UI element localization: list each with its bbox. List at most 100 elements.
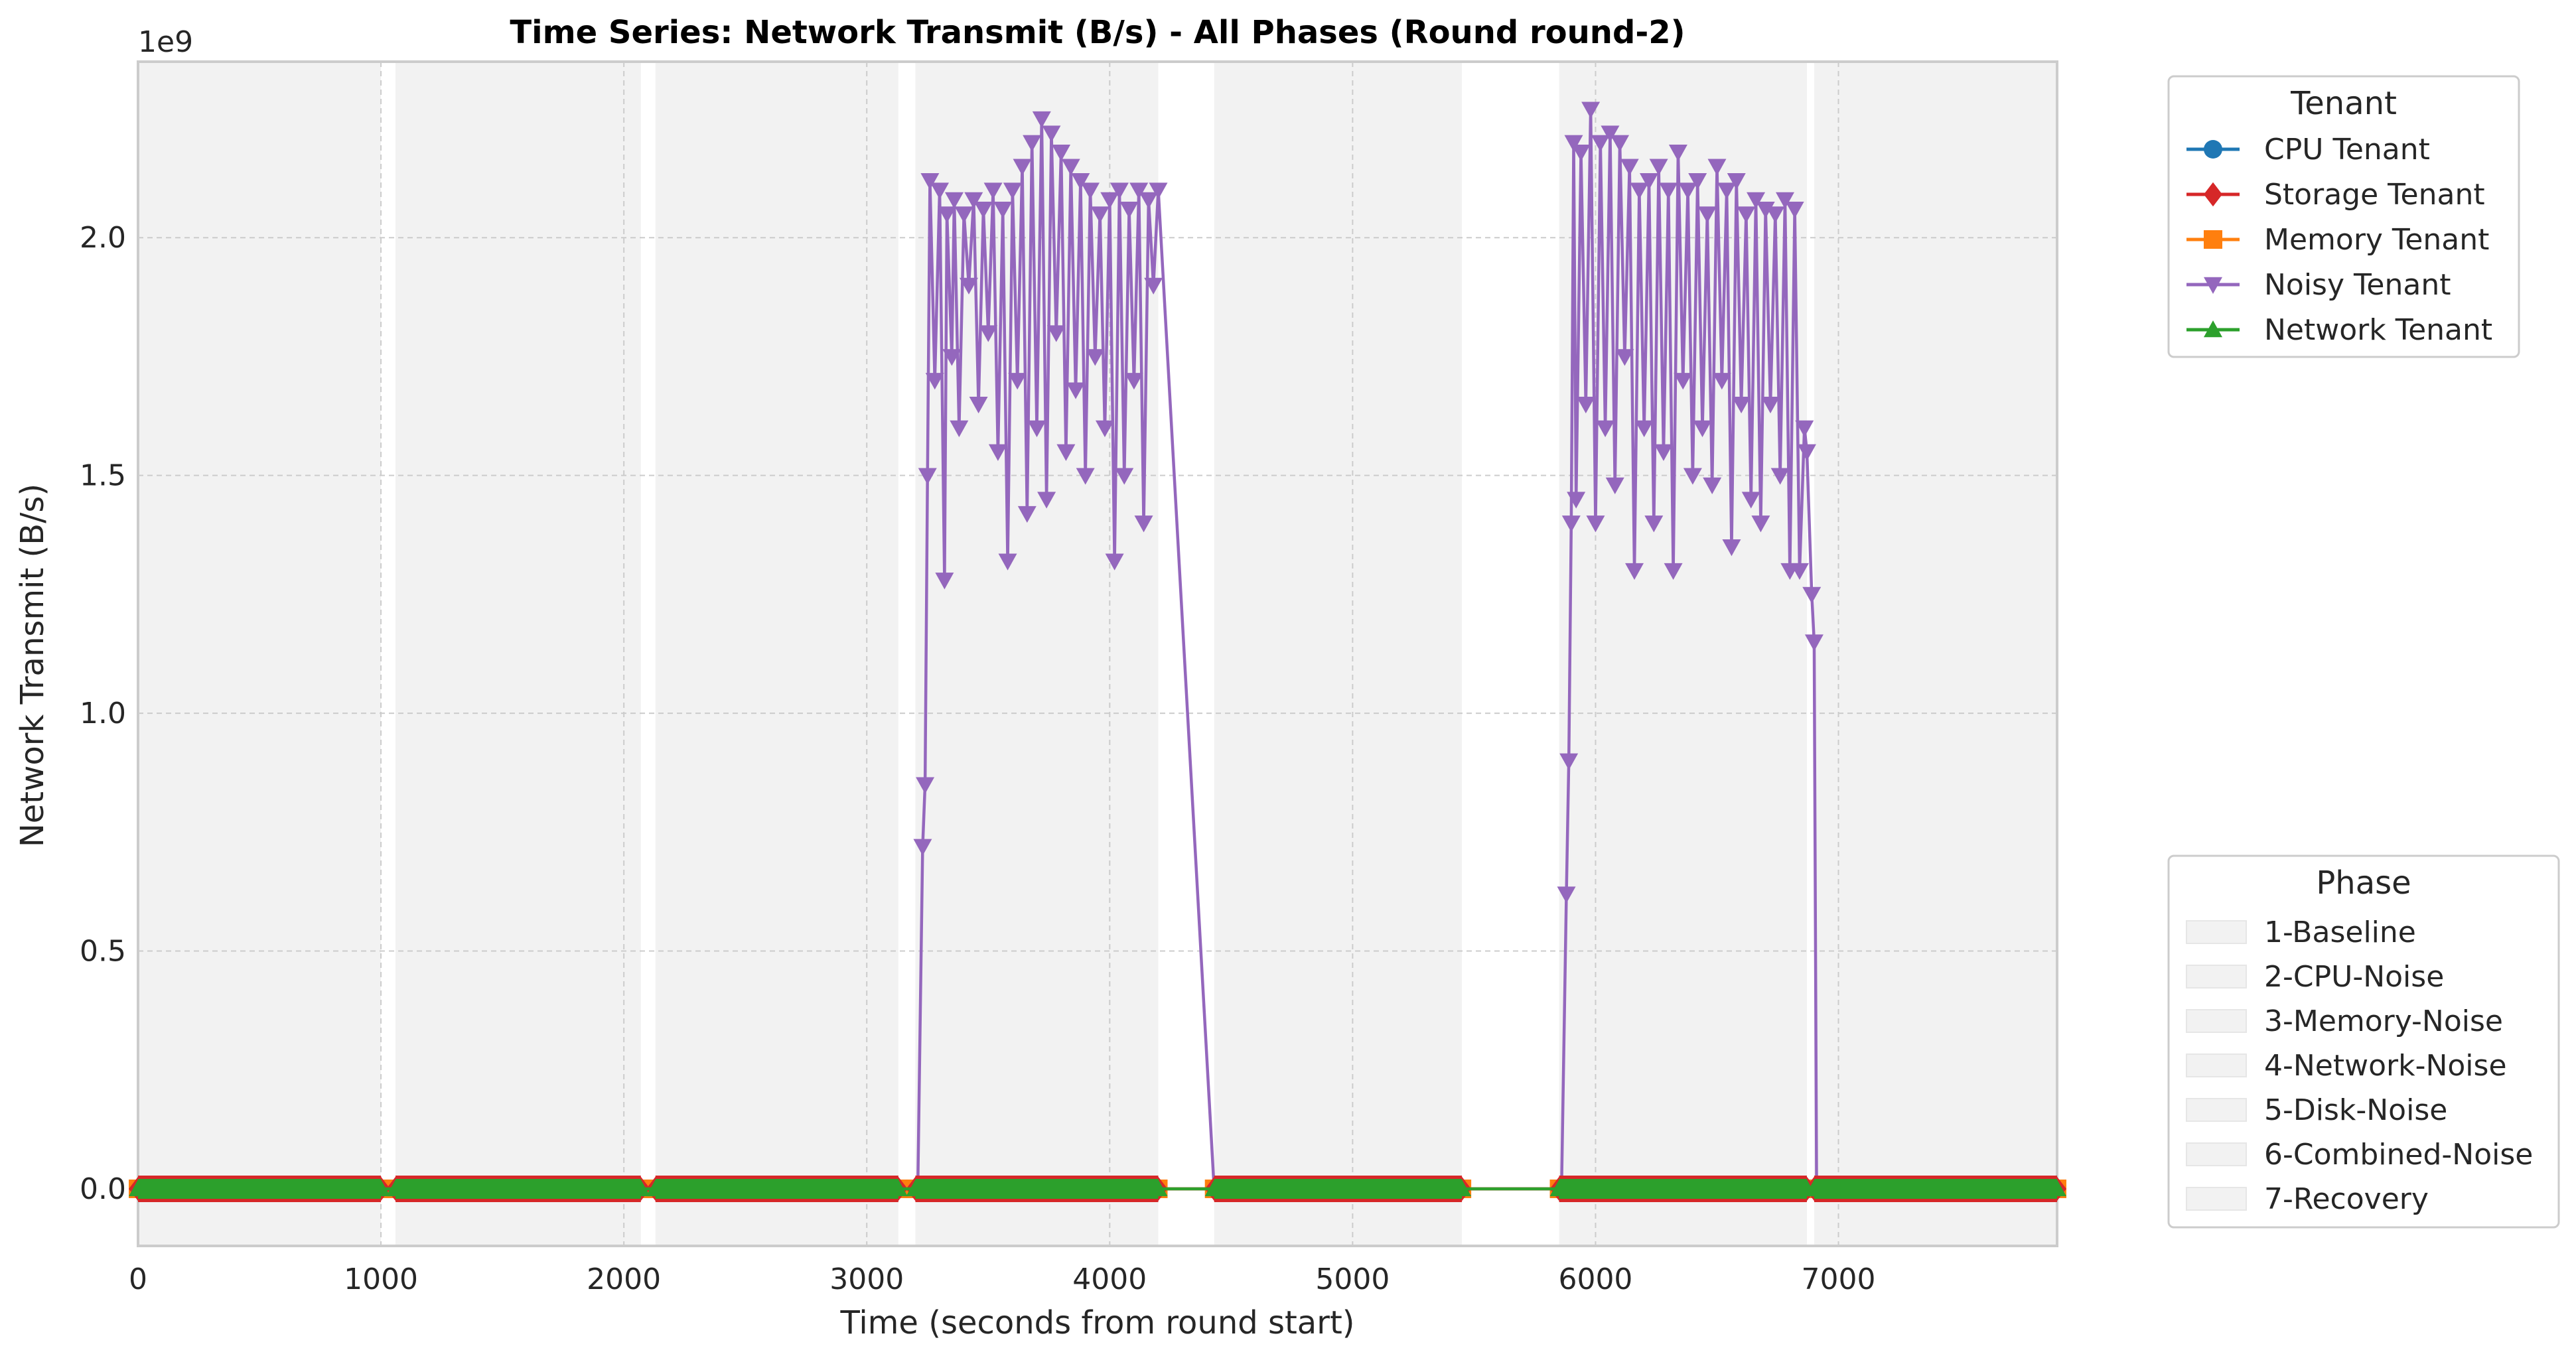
noisy-tenant-point <box>1032 111 1051 129</box>
noisy-tenant-point <box>1610 135 1630 152</box>
network-tenant-point <box>631 1179 650 1197</box>
x-axis-ticks: 0 1000 2000 3000 4000 5000 6000 7000 <box>129 1262 1876 1296</box>
noisy-tenant-point <box>988 444 1007 461</box>
noisy-tenant-point <box>1115 468 1134 485</box>
noisy-tenant-point <box>1564 135 1583 152</box>
network-tenant-point <box>129 1179 147 1197</box>
phase-legend-label-2: 2-CPU-Noise <box>2264 960 2444 994</box>
noisy-tenant-point <box>1644 515 1664 533</box>
noisy-tenant-point <box>930 182 950 200</box>
noisy-tenant-point <box>1785 202 1804 219</box>
noisy-tenant-point <box>1683 468 1702 485</box>
noisy-tenant-point <box>1732 396 1751 414</box>
tenant-legend-frame <box>2167 75 2520 358</box>
noisy-tenant-point <box>1076 468 1095 485</box>
axes-border <box>137 60 2058 1247</box>
network-tenant-point <box>1149 1179 1168 1197</box>
noisy-tenant-point <box>950 420 969 437</box>
plot-area <box>129 60 2066 1247</box>
noisy-tenant-point <box>1100 192 1119 209</box>
noisy-tenant-point <box>1042 125 1061 143</box>
noisy-tenant-point <box>1775 192 1794 209</box>
phase-legend-swatch-5 <box>2186 1098 2247 1122</box>
noisy-tenant-point <box>1571 145 1591 162</box>
noisy-tenant-point <box>935 573 954 590</box>
noisy-tenant-point <box>1586 515 1605 533</box>
noisy-tenant-point <box>1707 159 1727 176</box>
noisy-tenant-point <box>1737 206 1756 224</box>
noisy-tenant-point <box>1095 420 1114 437</box>
noisy-tenant-point <box>1766 206 1785 224</box>
x-tick-label: 1000 <box>344 1262 418 1296</box>
noisy-tenant-point <box>1071 173 1090 190</box>
noisy-tenant-point <box>1703 477 1722 495</box>
network-tenant-point <box>2048 1179 2066 1197</box>
noisy-tenant-point <box>918 468 937 485</box>
noisy-tenant-point <box>945 192 964 209</box>
noisy-tenant-point <box>998 553 1017 571</box>
y-tick-label: 1.5 <box>80 459 126 493</box>
phase-legend-label-6: 6-Combined-Noise <box>2264 1138 2533 1172</box>
phase-legend-title: Phase <box>2316 864 2411 902</box>
legend-label-storage-tenant: Storage Tenant <box>2264 178 2485 212</box>
noisy-tenant-point <box>1615 349 1634 366</box>
legend-marker-memory-tenant <box>2204 230 2222 249</box>
noisy-tenant-point <box>1741 492 1760 509</box>
noisy-tenant-point <box>983 182 1003 200</box>
noisy-tenant-point <box>1052 145 1071 162</box>
noisy-tenant-point <box>954 206 973 224</box>
tenant-legend: Tenant CPU Tenant Storage Tenant Memory Te… <box>2167 75 2520 358</box>
noisy-tenant-point <box>1559 753 1579 770</box>
noisy-tenant-point <box>1639 173 1658 190</box>
noisy-tenant-point <box>1712 373 1731 390</box>
x-tick-label: 5000 <box>1315 1262 1390 1296</box>
network-tenant-point <box>646 1179 665 1197</box>
phase-span-5 <box>1214 62 1463 1246</box>
phase-legend-swatch-7 <box>2186 1187 2247 1211</box>
network-tenant-point <box>889 1179 908 1197</box>
noisy-tenant-point <box>1802 586 1822 604</box>
noisy-tenant-point <box>1567 492 1586 509</box>
noisy-tenant-point <box>1129 182 1149 200</box>
phase-legend-frame <box>2167 854 2560 1229</box>
phase-span-7 <box>1814 62 2057 1246</box>
noisy-tenant-point <box>1688 173 1707 190</box>
noisy-tenant-point <box>1804 634 1824 651</box>
x-tick-label: 3000 <box>829 1262 904 1296</box>
tenant-legend-title: Tenant <box>2290 85 2397 122</box>
noisy-tenant-point <box>1654 444 1673 461</box>
y-axis-label: Network Transmit (B/s) <box>14 484 51 847</box>
x-axis-label: Time (seconds from round start) <box>839 1304 1354 1341</box>
phase-legend-label-3: 3-Memory-Noise <box>2264 1004 2503 1038</box>
noisy-tenant-point <box>1751 515 1770 533</box>
x-tick-label: 0 <box>129 1262 147 1296</box>
noisy-tenant-point <box>1717 182 1737 200</box>
phase-span-2 <box>395 62 641 1246</box>
noisy-tenant-point <box>1056 444 1076 461</box>
x-tick-label: 6000 <box>1558 1262 1632 1296</box>
phase-legend-label-5: 5-Disk-Noise <box>2264 1093 2447 1127</box>
noisy-tenant-point <box>1037 492 1056 509</box>
noisy-tenant-point <box>1693 420 1712 437</box>
legend-marker-network-tenant <box>2204 320 2222 338</box>
chart-title: Time Series: Network Transmit (B/s) - Al… <box>510 14 1685 51</box>
noisy-tenant-point <box>1795 420 1814 437</box>
noisy-tenant-point <box>1634 420 1654 437</box>
y-axis-ticks: 0.0 0.5 1.0 1.5 2.0 <box>80 221 126 1206</box>
noisy-tenant-point <box>1659 182 1678 200</box>
noisy-tenant-point <box>1678 182 1697 200</box>
noisy-tenant-point <box>1023 135 1042 152</box>
phase-span-1 <box>138 62 382 1246</box>
phase-legend-swatch-4 <box>2186 1054 2247 1077</box>
phase-legend-swatch-1 <box>2186 920 2247 944</box>
noisy-tenant-point <box>1790 563 1809 580</box>
legend-label-network-tenant: Network Tenant <box>2264 313 2492 347</box>
noisy-tenant-point <box>1013 159 1032 176</box>
y-tick-label: 1.0 <box>80 697 126 730</box>
legend-marker-noisy-tenant <box>2204 277 2222 294</box>
noisy-tenant-point <box>1027 420 1046 437</box>
y-axis-offset-label: 1e9 <box>138 25 193 59</box>
network-tenant-point <box>1204 1179 1224 1197</box>
noisy-tenant-point <box>1664 563 1683 580</box>
